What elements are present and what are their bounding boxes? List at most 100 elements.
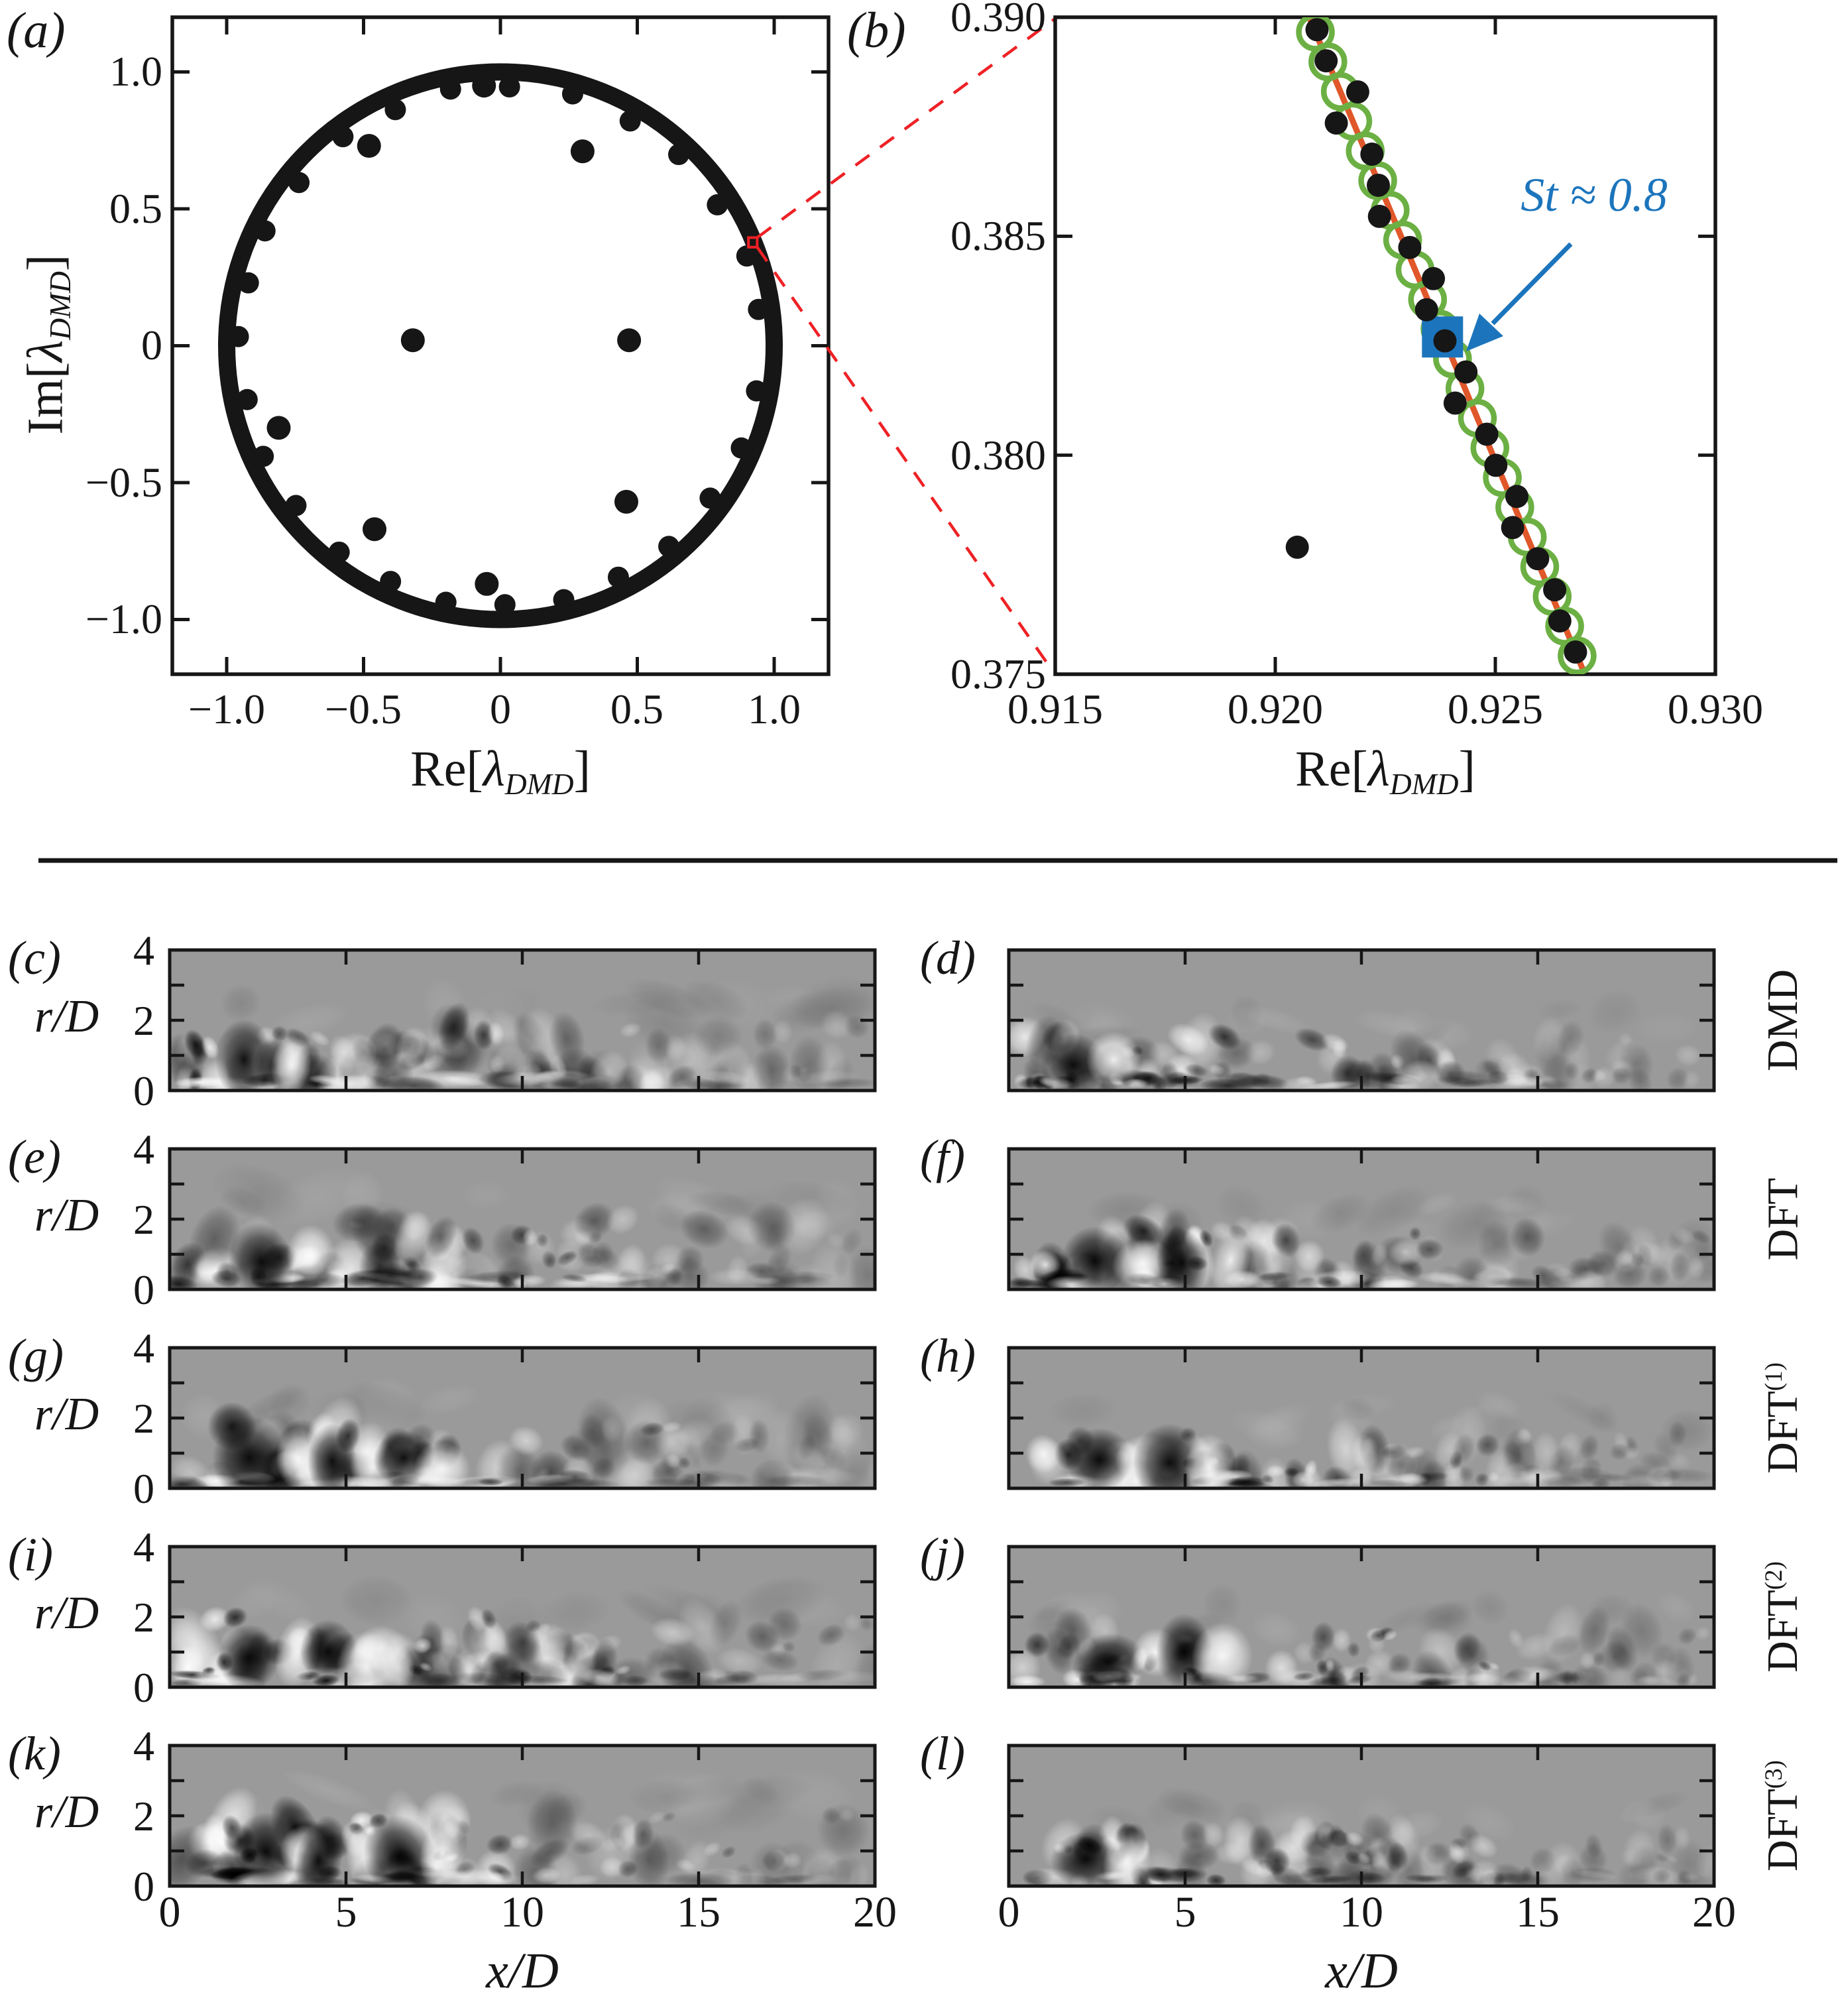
panel-g-letter: (g) bbox=[8, 1329, 64, 1382]
panel-a-ytick: −1.0 bbox=[85, 595, 162, 642]
bottom-xtick: 20 bbox=[1692, 1888, 1736, 1936]
bottom-xtick: 20 bbox=[853, 1888, 897, 1936]
method-label-dft2: DFT(2) bbox=[1723, 1547, 1838, 1687]
row-ytick-0: 0 bbox=[133, 1067, 154, 1114]
panel-a-ylabel-pre: Im[ bbox=[17, 361, 74, 435]
x-over-d-label: x/D bbox=[1325, 1943, 1398, 1999]
panel-c-letter: (c) bbox=[8, 931, 61, 984]
panel-e-letter: (e) bbox=[8, 1130, 61, 1183]
dmd-subscript: DMD bbox=[1389, 766, 1459, 801]
method-base: DFT bbox=[1758, 1590, 1807, 1673]
x-over-d-label: x/D bbox=[486, 1943, 559, 1999]
panel-b-ytick: 0.380 bbox=[950, 432, 1046, 479]
method-label-dft3: DFT(3) bbox=[1723, 1746, 1838, 1886]
bottom-xtick: 10 bbox=[500, 1888, 544, 1936]
panel-b-letter: (b) bbox=[847, 3, 906, 58]
method-label-dmd: DMD bbox=[1723, 950, 1838, 1091]
panel-a-xlabel-pre: Re[ bbox=[410, 741, 483, 797]
method-base: DMD bbox=[1758, 969, 1807, 1072]
panel-h-letter: (h) bbox=[920, 1329, 976, 1382]
row-ytick-4: 4 bbox=[133, 1722, 154, 1769]
method-label-dft1: DFT(1) bbox=[1723, 1348, 1838, 1488]
panel-b-ytick: 0.385 bbox=[950, 212, 1046, 259]
bottom-xtick: 15 bbox=[1516, 1888, 1560, 1936]
lambda-symbol: λ bbox=[483, 741, 505, 797]
dmd-subscript: DMD bbox=[504, 766, 574, 801]
panel-a-xtick: −0.5 bbox=[324, 685, 402, 733]
panel-a-ylabel-post: ] bbox=[17, 254, 74, 272]
panel-d-letter: (d) bbox=[920, 931, 976, 984]
method-base: DFT bbox=[1758, 1391, 1807, 1474]
mode-field-c bbox=[170, 950, 875, 1091]
row-ytick-4: 4 bbox=[133, 1523, 154, 1571]
method-base: DFT bbox=[1758, 1789, 1807, 1871]
mode-field-f bbox=[1009, 1149, 1714, 1289]
r-over-d-label: r/D bbox=[34, 1190, 99, 1241]
bottom-xtick: 10 bbox=[1340, 1888, 1383, 1936]
panel-a-ytick: −0.5 bbox=[85, 459, 162, 506]
r-over-d-label: r/D bbox=[34, 1389, 99, 1440]
panel-a-xtick: 0 bbox=[490, 685, 511, 733]
r-over-d-label: r/D bbox=[34, 991, 99, 1042]
mode-field-l bbox=[1009, 1746, 1714, 1886]
panel-j-letter: (j) bbox=[920, 1528, 965, 1581]
panel-a-ytick: 0 bbox=[141, 322, 162, 369]
bottom-xtick: 5 bbox=[1174, 1888, 1196, 1936]
panel-a-xtick: −1.0 bbox=[188, 685, 266, 733]
method-sup: (2) bbox=[1760, 1561, 1788, 1590]
st-symbol: St bbox=[1521, 168, 1558, 221]
panel-b-xlabel-post: ] bbox=[1458, 741, 1475, 797]
method-base: DFT bbox=[1758, 1177, 1807, 1261]
mode-field-j bbox=[1009, 1547, 1714, 1687]
method-label-dft: DFT bbox=[1723, 1149, 1838, 1289]
row-ytick-2: 2 bbox=[133, 1594, 154, 1641]
mode-field-g bbox=[170, 1348, 875, 1488]
panel-l-letter: (l) bbox=[920, 1727, 965, 1780]
row-ytick-4: 4 bbox=[133, 1126, 154, 1173]
mode-field-d bbox=[1009, 950, 1714, 1091]
panel-b-ytick: 0.390 bbox=[950, 0, 1046, 40]
panel-b-xtick: 0.915 bbox=[1007, 685, 1103, 733]
row-ytick-4: 4 bbox=[133, 927, 154, 974]
panel-i-letter: (i) bbox=[8, 1528, 53, 1581]
bottom-xtick: 0 bbox=[998, 1888, 1020, 1936]
panel-a-xlabel: Re[λDMD] bbox=[345, 744, 656, 799]
method-sup: (3) bbox=[1760, 1760, 1788, 1789]
panel-b-xtick: 0.920 bbox=[1228, 685, 1323, 733]
row-ytick-2: 2 bbox=[133, 997, 154, 1044]
bottom-xtick: 15 bbox=[677, 1888, 720, 1936]
panel-k-letter: (k) bbox=[8, 1727, 61, 1780]
panel-f-letter: (f) bbox=[920, 1130, 965, 1183]
r-over-d-label: r/D bbox=[34, 1588, 99, 1639]
panel-a-ytick: 1.0 bbox=[109, 48, 162, 95]
panel-b-xtick: 0.925 bbox=[1448, 685, 1543, 733]
panel-a-xtick: 0.5 bbox=[610, 685, 663, 733]
panel-a-xlabel-post: ] bbox=[573, 741, 591, 797]
row-ytick-2: 2 bbox=[133, 1395, 154, 1442]
st-annotation: St ≈ 0.8 bbox=[1491, 171, 1697, 219]
panel-a-xtick: 1.0 bbox=[748, 685, 801, 733]
lambda-symbol: λ bbox=[1367, 741, 1390, 797]
panel-a-ytick: 0.5 bbox=[109, 185, 162, 232]
st-value: ≈ 0.8 bbox=[1558, 168, 1668, 221]
row-ytick-0: 0 bbox=[133, 1664, 154, 1711]
row-ytick-0: 0 bbox=[133, 1465, 154, 1512]
method-sup: (1) bbox=[1760, 1362, 1788, 1392]
panel-b-xlabel-pre: Re[ bbox=[1295, 741, 1368, 797]
panel-a-letter: (a) bbox=[7, 3, 66, 58]
r-over-d-label: r/D bbox=[34, 1787, 99, 1838]
bottom-xtick: 5 bbox=[335, 1888, 357, 1936]
row-ytick-2: 2 bbox=[133, 1196, 154, 1243]
panel-b-xlabel: Re[λDMD] bbox=[1230, 744, 1541, 799]
mode-field-i bbox=[170, 1547, 875, 1687]
bottom-xtick: 0 bbox=[158, 1888, 181, 1936]
row-ytick-0: 0 bbox=[133, 1266, 154, 1313]
mode-field-e bbox=[170, 1149, 875, 1289]
mode-field-h bbox=[1009, 1348, 1714, 1488]
row-ytick-4: 4 bbox=[133, 1325, 154, 1372]
row-ytick-2: 2 bbox=[133, 1793, 154, 1840]
panel-b-xtick: 0.930 bbox=[1668, 685, 1763, 733]
row-ytick-0: 0 bbox=[133, 1863, 154, 1910]
mode-field-k bbox=[170, 1746, 875, 1886]
